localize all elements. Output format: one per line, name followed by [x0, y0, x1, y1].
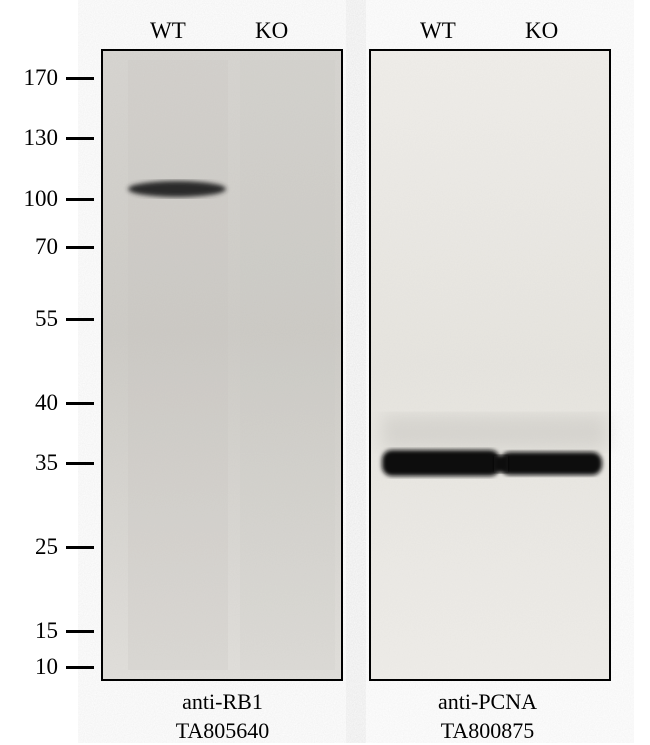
antibody-panel2-line1: anti-PCNA [438, 689, 537, 714]
antibody-label-panel2: anti-PCNA TA800875 [405, 688, 570, 745]
antibody-panel2-line2: TA800875 [441, 718, 535, 743]
antibody-panel1-line2: TA805640 [176, 718, 270, 743]
antibody-label-panel1: anti-RB1 TA805640 [140, 688, 305, 745]
western-blot-figure: WT KO WT KO 17013010070554035251510 [0, 0, 650, 743]
blot-panel-2-svg [0, 0, 650, 743]
antibody-panel1-line1: anti-RB1 [182, 689, 263, 714]
